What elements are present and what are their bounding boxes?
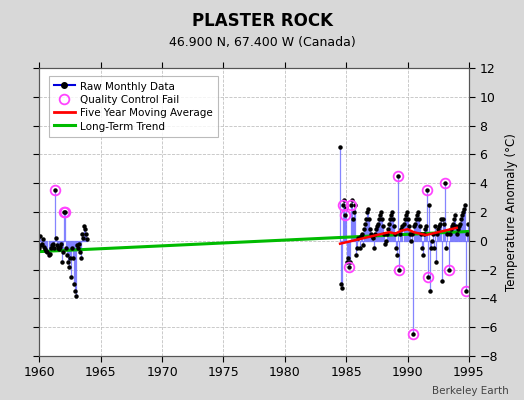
Y-axis label: Temperature Anomaly (°C): Temperature Anomaly (°C)	[505, 133, 518, 291]
Text: 46.900 N, 67.400 W (Canada): 46.900 N, 67.400 W (Canada)	[169, 36, 355, 49]
Text: Berkeley Earth: Berkeley Earth	[432, 386, 508, 396]
Text: PLASTER ROCK: PLASTER ROCK	[191, 12, 333, 30]
Legend: Raw Monthly Data, Quality Control Fail, Five Year Moving Average, Long-Term Tren: Raw Monthly Data, Quality Control Fail, …	[49, 76, 218, 137]
